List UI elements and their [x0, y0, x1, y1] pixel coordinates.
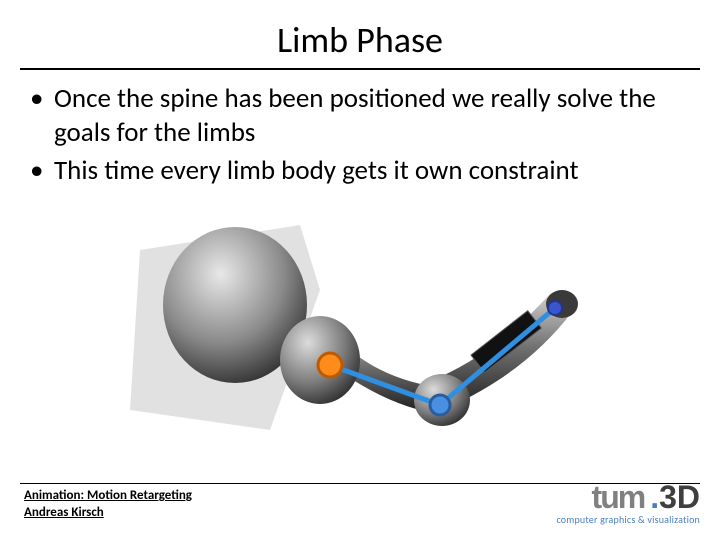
bullet-list: Once the spine has been positioned we re… — [24, 82, 704, 191]
logo-block: tum .3D computer graphics & visualizatio… — [556, 485, 700, 526]
bullet-item: Once the spine has been positioned we re… — [24, 82, 704, 150]
slide-title: Limb Phase — [0, 18, 720, 62]
logo-3d-text: .3D — [650, 485, 700, 511]
bullet-item: This time every limb body gets it own co… — [24, 154, 704, 188]
limb-illustration — [120, 220, 600, 450]
joint-hand — [548, 301, 562, 315]
title-underline — [20, 68, 700, 70]
bone-segment — [440, 308, 555, 405]
joint-wrist — [430, 395, 450, 415]
footer-author: Andreas Kirsch — [24, 505, 104, 520]
footer-course: Animation: Motion Retargeting — [24, 488, 192, 505]
footer-text: Animation: Motion Retargeting Andreas Ki… — [24, 488, 192, 522]
joint-elbow — [318, 353, 342, 377]
logo-subtitle: computer graphics & visualization — [556, 513, 700, 526]
logo-tum-text: tum — [592, 485, 645, 511]
